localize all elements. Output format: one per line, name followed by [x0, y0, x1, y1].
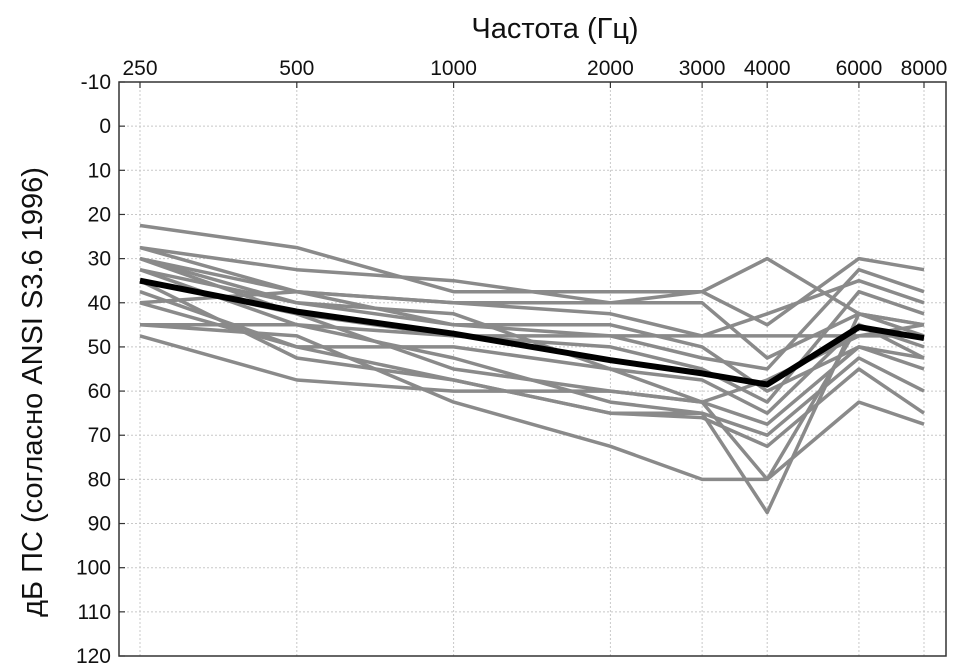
x-tick-label: 250	[122, 57, 157, 80]
series-line	[139, 223, 925, 327]
series-line	[139, 245, 925, 327]
y-tick-label: 0	[99, 115, 111, 138]
x-tick-label: 2000	[587, 57, 634, 80]
y-tick-labels: -10 0 10 20 30 40 50 60 70 80 90 100 110 120	[76, 71, 111, 664]
series-line	[139, 334, 925, 482]
y-tick-label: 50	[88, 336, 111, 359]
x-tick-labels: 250 500 1000 2000 3000 4000 6000 8000	[122, 57, 947, 80]
individual-series	[139, 223, 925, 515]
x-tick-label: 1000	[430, 57, 477, 80]
y-tick-label: 20	[88, 203, 111, 226]
x-axis-label: Частота (Гц)	[471, 13, 638, 45]
x-tick-label: 6000	[836, 57, 883, 80]
y-tick-label: 80	[88, 468, 111, 491]
y-tick-label: 40	[88, 292, 111, 315]
y-axis-label: дБ ПС (согласно ANSI S3.6 1996)	[17, 167, 49, 617]
y-tick-label: 30	[88, 248, 111, 271]
y-tick-label: 90	[88, 513, 111, 536]
y-tick-label: 100	[76, 557, 111, 580]
series-line	[139, 301, 925, 515]
plot-frame	[118, 81, 947, 657]
x-tick-label: 500	[279, 57, 314, 80]
mean-series	[139, 277, 925, 388]
y-tick-label: 120	[76, 645, 111, 664]
y-tick-label: 60	[88, 380, 111, 403]
series-line	[139, 289, 925, 360]
x-tick-label: 4000	[744, 57, 791, 80]
series-line	[139, 268, 925, 437]
y-tick-label: 70	[88, 424, 111, 447]
series-line	[139, 267, 925, 371]
x-tick-label: 8000	[901, 57, 948, 80]
series-line	[139, 279, 925, 449]
x-tick-label: 3000	[679, 57, 726, 80]
grid	[119, 81, 946, 657]
series-line	[139, 245, 925, 393]
series-line	[139, 256, 925, 404]
y-tick-label: -10	[81, 71, 111, 94]
y-tick-label: 10	[88, 159, 111, 182]
mean-series-line	[139, 277, 925, 388]
y-tick-label: 110	[78, 601, 111, 624]
